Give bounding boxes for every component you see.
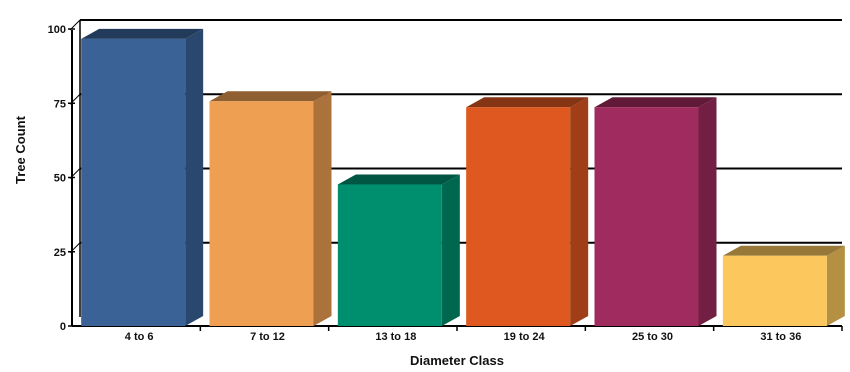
bar-side <box>570 97 589 326</box>
y-axis-title: Tree Count <box>13 115 28 184</box>
label-layer: 0 25 50 75 100 4 to 6 7 to 12 13 to 18 19 to 24 2… <box>48 24 802 343</box>
x-tick-label: 31 to 36 <box>760 331 801 343</box>
y-tick-label: 100 <box>48 24 66 36</box>
y-tick-label: 50 <box>54 173 66 185</box>
bar-layer <box>81 28 845 326</box>
bar-front <box>594 107 699 326</box>
bar-top <box>337 174 460 185</box>
bar-side <box>826 245 845 326</box>
x-axis-title: Diameter Class <box>410 353 504 368</box>
bar <box>594 97 717 326</box>
x-tick-label: 4 to 6 <box>125 331 154 343</box>
y-tick-label: 75 <box>54 98 66 110</box>
bar-side <box>185 28 204 326</box>
y-tick-label: 25 <box>54 247 66 259</box>
bar-top <box>594 97 717 108</box>
bar-front <box>81 38 186 326</box>
bar-top <box>81 28 204 39</box>
bar <box>337 174 460 326</box>
bar-top <box>722 245 845 256</box>
bar <box>81 28 204 326</box>
x-tick-label: 13 to 18 <box>375 331 416 343</box>
bar-front <box>722 255 827 326</box>
axis-layer <box>68 20 843 331</box>
bar-side <box>698 97 717 326</box>
x-tick-label: 19 to 24 <box>504 331 546 343</box>
x-tick-label: 25 to 30 <box>632 331 673 343</box>
bar <box>209 91 332 326</box>
x-tick-label: 7 to 12 <box>250 331 285 343</box>
bar-top <box>466 97 589 108</box>
y-tick-label: 0 <box>60 321 66 333</box>
bar-top <box>209 91 332 102</box>
bar-front <box>466 107 571 326</box>
bar-side <box>313 91 332 326</box>
bar-front <box>209 101 314 326</box>
bar-side <box>441 174 460 326</box>
bar-front <box>337 184 442 326</box>
bar <box>466 97 589 326</box>
bar <box>722 245 845 326</box>
